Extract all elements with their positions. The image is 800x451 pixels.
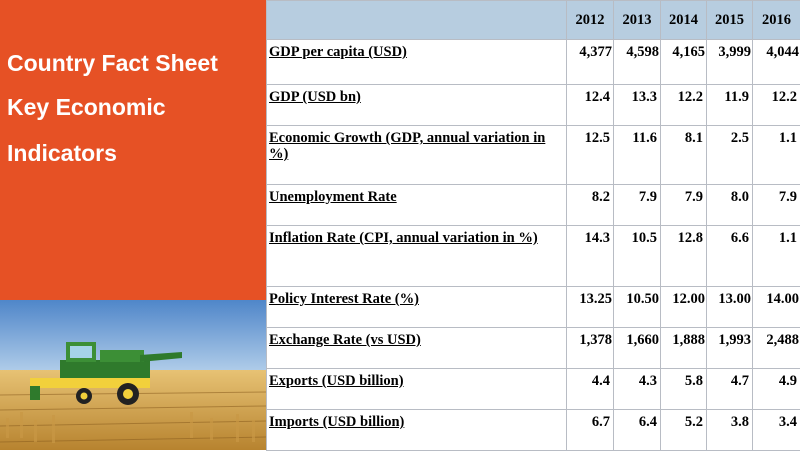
row-value: 3.8 <box>707 410 753 451</box>
row-label: Imports (USD billion) <box>267 410 567 451</box>
row-value: 12.00 <box>661 287 707 328</box>
row-value: 1.1 <box>753 126 800 185</box>
row-value: 13.25 <box>567 287 614 328</box>
row-value: 1,378 <box>567 328 614 369</box>
row-value: 4,165 <box>661 40 707 85</box>
table-row: Policy Interest Rate (%) 13.25 10.50 12.… <box>267 287 800 328</box>
row-value: 12.5 <box>567 126 614 185</box>
year-header: 2015 <box>707 1 753 40</box>
table-row: GDP per capita (USD) 4,377 4,598 4,165 3… <box>267 40 800 85</box>
table-row: Unemployment Rate 8.2 7.9 7.9 8.0 7.9 <box>267 185 800 226</box>
indicators-table-area: 2012 2013 2014 2015 2016 GDP per capita … <box>266 0 800 450</box>
year-header: 2014 <box>661 1 707 40</box>
table-header-row: 2012 2013 2014 2015 2016 <box>267 1 800 40</box>
row-value: 5.8 <box>661 369 707 410</box>
row-value: 12.2 <box>753 85 800 126</box>
table-row: Economic Growth (GDP, annual variation i… <box>267 126 800 185</box>
row-value: 3,999 <box>707 40 753 85</box>
row-value: 13.00 <box>707 287 753 328</box>
row-value: 4.4 <box>567 369 614 410</box>
row-value: 11.9 <box>707 85 753 126</box>
row-value: 1,993 <box>707 328 753 369</box>
row-value: 6.4 <box>614 410 661 451</box>
row-value: 4,377 <box>567 40 614 85</box>
indicators-table: 2012 2013 2014 2015 2016 GDP per capita … <box>266 0 800 451</box>
row-value: 4,044 <box>753 40 800 85</box>
row-value: 2,488 <box>753 328 800 369</box>
row-value: 10.50 <box>614 287 661 328</box>
table-row: Exchange Rate (vs USD) 1,378 1,660 1,888… <box>267 328 800 369</box>
year-header: 2012 <box>567 1 614 40</box>
title-line-2: Key Economic <box>7 94 166 121</box>
row-value: 1,660 <box>614 328 661 369</box>
year-header: 2016 <box>753 1 800 40</box>
row-value: 7.9 <box>614 185 661 226</box>
row-value: 12.2 <box>661 85 707 126</box>
row-value: 13.3 <box>614 85 661 126</box>
row-value: 1,888 <box>661 328 707 369</box>
row-value: 8.0 <box>707 185 753 226</box>
table-row: Imports (USD billion) 6.7 6.4 5.2 3.8 3.… <box>267 410 800 451</box>
combine-harvester-photo <box>0 300 266 450</box>
row-value: 1.1 <box>753 226 800 287</box>
row-value: 11.6 <box>614 126 661 185</box>
row-value: 8.1 <box>661 126 707 185</box>
row-value: 6.7 <box>567 410 614 451</box>
row-value: 6.6 <box>707 226 753 287</box>
row-label: Inflation Rate (CPI, annual variation in… <box>267 226 567 287</box>
left-panel: Country Fact Sheet Key Economic Indicato… <box>0 0 266 450</box>
row-value: 5.2 <box>661 410 707 451</box>
table-row: Exports (USD billion) 4.4 4.3 5.8 4.7 4.… <box>267 369 800 410</box>
row-label: Policy Interest Rate (%) <box>267 287 567 328</box>
row-value: 3.4 <box>753 410 800 451</box>
row-label: Unemployment Rate <box>267 185 567 226</box>
row-value: 8.2 <box>567 185 614 226</box>
row-value: 7.9 <box>753 185 800 226</box>
row-label: Exchange Rate (vs USD) <box>267 328 567 369</box>
row-value: 10.5 <box>614 226 661 287</box>
row-value: 4,598 <box>614 40 661 85</box>
row-value: 4.7 <box>707 369 753 410</box>
row-label: Exports (USD billion) <box>267 369 567 410</box>
year-header: 2013 <box>614 1 661 40</box>
title-line-1: Country Fact Sheet <box>7 50 218 77</box>
row-value: 12.4 <box>567 85 614 126</box>
row-label: GDP per capita (USD) <box>267 40 567 85</box>
row-value: 4.3 <box>614 369 661 410</box>
row-value: 4.9 <box>753 369 800 410</box>
title-line-3: Indicators <box>7 140 117 167</box>
row-value: 7.9 <box>661 185 707 226</box>
table-row: Inflation Rate (CPI, annual variation in… <box>267 226 800 287</box>
row-value: 12.8 <box>661 226 707 287</box>
row-label: GDP (USD bn) <box>267 85 567 126</box>
title-block: Country Fact Sheet Key Economic Indicato… <box>0 0 266 300</box>
row-value: 14.00 <box>753 287 800 328</box>
table-row: GDP (USD bn) 12.4 13.3 12.2 11.9 12.2 <box>267 85 800 126</box>
row-value: 2.5 <box>707 126 753 185</box>
row-label: Economic Growth (GDP, annual variation i… <box>267 126 567 185</box>
header-corner-cell <box>267 1 567 40</box>
row-value: 14.3 <box>567 226 614 287</box>
